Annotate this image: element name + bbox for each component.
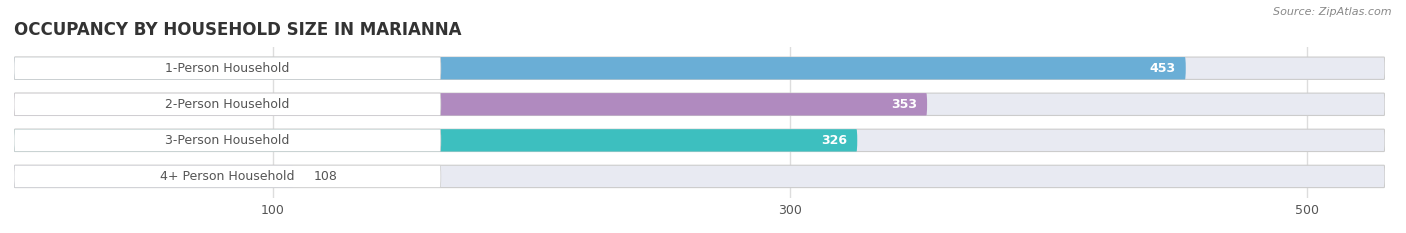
- FancyBboxPatch shape: [14, 165, 1385, 188]
- FancyBboxPatch shape: [14, 129, 858, 151]
- FancyBboxPatch shape: [14, 93, 1385, 116]
- Text: 3-Person Household: 3-Person Household: [166, 134, 290, 147]
- FancyBboxPatch shape: [14, 93, 441, 116]
- FancyBboxPatch shape: [14, 129, 441, 151]
- Text: 108: 108: [314, 170, 337, 183]
- Text: Source: ZipAtlas.com: Source: ZipAtlas.com: [1274, 7, 1392, 17]
- FancyBboxPatch shape: [14, 57, 1185, 79]
- FancyBboxPatch shape: [14, 57, 441, 79]
- Text: 1-Person Household: 1-Person Household: [166, 62, 290, 75]
- FancyBboxPatch shape: [14, 129, 1385, 151]
- Text: OCCUPANCY BY HOUSEHOLD SIZE IN MARIANNA: OCCUPANCY BY HOUSEHOLD SIZE IN MARIANNA: [14, 21, 461, 39]
- Text: 2-Person Household: 2-Person Household: [166, 98, 290, 111]
- Text: 353: 353: [891, 98, 917, 111]
- Text: 326: 326: [821, 134, 846, 147]
- Text: 453: 453: [1149, 62, 1175, 75]
- FancyBboxPatch shape: [14, 57, 1385, 79]
- FancyBboxPatch shape: [14, 165, 294, 188]
- FancyBboxPatch shape: [14, 165, 441, 188]
- Text: 4+ Person Household: 4+ Person Household: [160, 170, 295, 183]
- FancyBboxPatch shape: [14, 93, 927, 116]
